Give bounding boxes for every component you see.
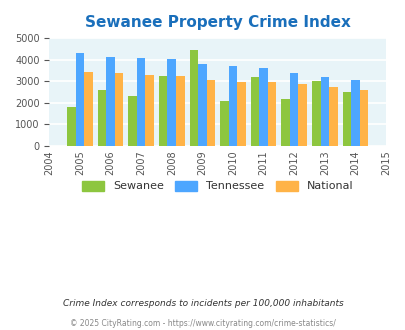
Bar (298, 83, 306, 146)
Bar (145, 76, 153, 146)
Bar (198, 64, 206, 146)
Bar (106, 57, 115, 146)
Bar (267, 82, 276, 146)
Bar (206, 80, 215, 146)
Bar (158, 76, 167, 146)
Text: Crime Index corresponds to incidents per 100,000 inhabitants: Crime Index corresponds to incidents per… (62, 299, 343, 308)
Bar (67, 107, 75, 146)
Bar (250, 77, 259, 146)
Bar (228, 66, 237, 146)
Bar (136, 58, 145, 146)
Bar (115, 73, 123, 146)
Bar (237, 82, 245, 146)
Bar (128, 96, 136, 146)
Bar (259, 68, 267, 146)
Bar (176, 76, 184, 146)
Bar (98, 90, 106, 146)
Bar (342, 92, 350, 146)
Bar (281, 99, 289, 146)
Bar (328, 87, 337, 146)
Bar (311, 81, 320, 146)
Bar (220, 102, 228, 146)
Bar (189, 50, 198, 146)
Bar (84, 72, 93, 146)
Legend: Sewanee, Tennessee, National: Sewanee, Tennessee, National (77, 176, 357, 196)
Bar (320, 77, 328, 146)
Bar (75, 53, 84, 146)
Bar (350, 80, 359, 146)
Bar (289, 73, 298, 146)
Text: © 2025 CityRating.com - https://www.cityrating.com/crime-statistics/: © 2025 CityRating.com - https://www.city… (70, 319, 335, 328)
Title: Sewanee Property Crime Index: Sewanee Property Crime Index (85, 15, 350, 30)
Bar (359, 90, 367, 146)
Bar (167, 58, 176, 146)
